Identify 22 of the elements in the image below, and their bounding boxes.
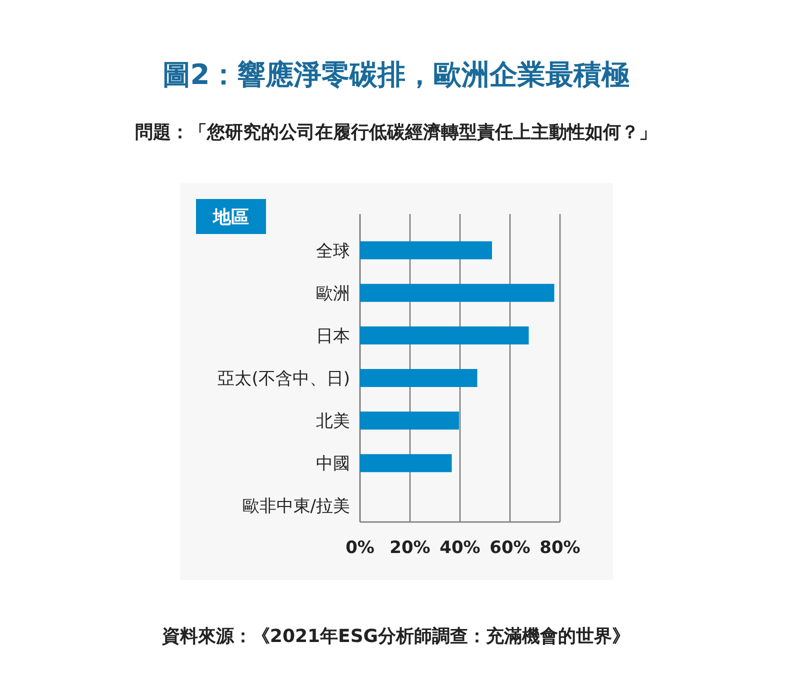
y-tick-label: 歐洲 [316, 284, 350, 304]
y-tick-label: 全球 [316, 241, 350, 262]
bar [360, 326, 529, 344]
bar [360, 241, 492, 260]
x-tick-label: 20% [390, 538, 430, 558]
chart-title: 圖2：響應淨零碳排，歐洲企業最積極 [162, 58, 630, 91]
y-axis-title: 地區 [212, 207, 249, 228]
bar [360, 412, 459, 430]
y-tick-label: 亞太(不含中、日) [218, 369, 350, 389]
y-tick-label: 日本 [316, 326, 350, 346]
x-tick-label: 40% [440, 538, 480, 558]
x-tick-label: 80% [540, 538, 580, 558]
y-tick-label: 北美 [316, 412, 350, 432]
bar [360, 454, 452, 472]
bar [360, 369, 478, 387]
x-tick-label: 60% [490, 538, 530, 558]
source-note: 資料來源：《2021年ESG分析師調查：充滿機會的世界》 [160, 626, 630, 647]
y-tick-label: 歐非中東/拉美 [242, 496, 350, 517]
chart-subtitle: 問題：「您研究的公司在履行低碳經濟轉型責任上主動性如何？」 [135, 122, 657, 143]
bar [360, 284, 554, 302]
x-tick-label: 0% [346, 538, 374, 558]
y-tick-label: 中國 [316, 454, 350, 474]
